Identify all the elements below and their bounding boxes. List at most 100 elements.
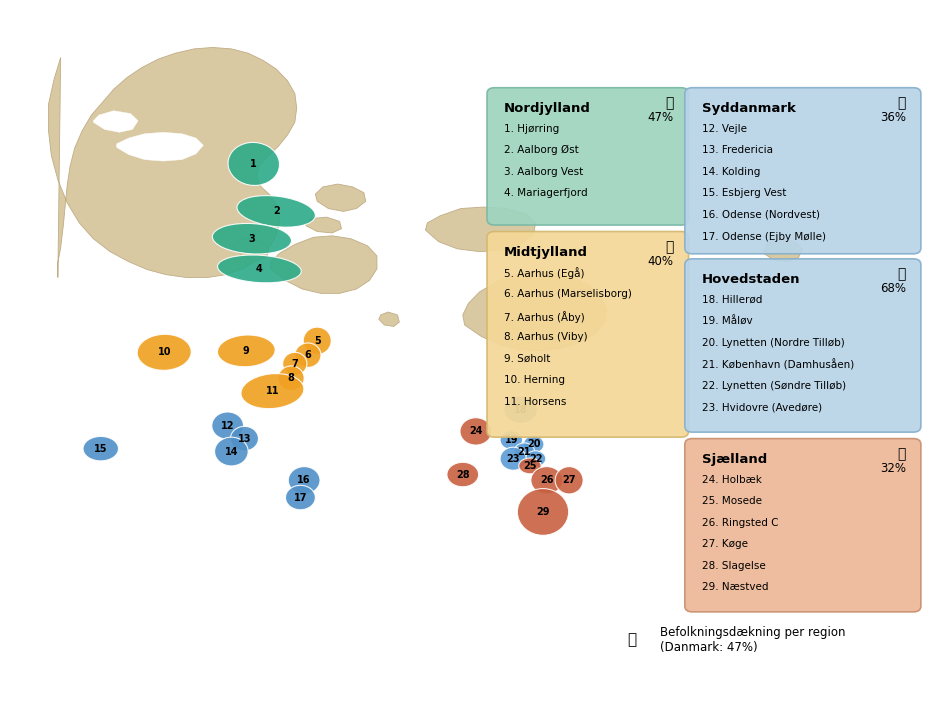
Ellipse shape (285, 485, 315, 510)
Ellipse shape (288, 467, 320, 494)
Text: 5: 5 (313, 336, 321, 346)
Ellipse shape (217, 255, 301, 283)
Text: 68%: 68% (880, 282, 906, 295)
Ellipse shape (213, 224, 291, 254)
Text: 5. Aarhus (Egå): 5. Aarhus (Egå) (504, 267, 584, 280)
Text: 27. Køge: 27. Køge (702, 539, 747, 549)
Text: Midtjylland: Midtjylland (504, 246, 588, 259)
Polygon shape (315, 184, 366, 211)
Ellipse shape (295, 343, 321, 367)
Ellipse shape (212, 412, 244, 439)
Ellipse shape (500, 447, 526, 470)
Text: 9: 9 (243, 346, 250, 356)
Text: 👥: 👥 (898, 96, 906, 110)
Ellipse shape (555, 467, 583, 494)
Text: 28: 28 (456, 470, 469, 480)
Ellipse shape (237, 196, 315, 227)
Text: 13: 13 (238, 434, 251, 444)
Text: 40%: 40% (648, 255, 674, 267)
Ellipse shape (504, 396, 537, 423)
Text: 18. Hillerød: 18. Hillerød (702, 295, 762, 305)
Text: 3. Aalborg Vest: 3. Aalborg Vest (504, 167, 583, 177)
Ellipse shape (215, 437, 248, 466)
Text: 20. Lynetten (Nordre Tilløb): 20. Lynetten (Nordre Tilløb) (702, 338, 844, 348)
Text: Befolkningsdækning per region
(Danmark: 47%): Befolkningsdækning per region (Danmark: … (660, 626, 845, 654)
Ellipse shape (460, 418, 492, 445)
Ellipse shape (217, 335, 275, 367)
Ellipse shape (83, 436, 118, 461)
Polygon shape (463, 272, 606, 351)
Text: 23. Hvidovre (Avedøre): 23. Hvidovre (Avedøre) (702, 403, 822, 413)
Text: 13. Fredericia: 13. Fredericia (702, 145, 773, 155)
Text: 7: 7 (291, 359, 299, 369)
FancyBboxPatch shape (685, 259, 921, 432)
Text: 15. Esbjerg Vest: 15. Esbjerg Vest (702, 188, 786, 198)
Text: 26: 26 (540, 475, 553, 485)
Ellipse shape (278, 366, 304, 390)
Ellipse shape (230, 426, 258, 451)
Text: Sjælland: Sjælland (702, 453, 767, 466)
Text: 36%: 36% (880, 111, 906, 124)
Text: 1. Hjørring: 1. Hjørring (504, 124, 559, 134)
Text: 28. Slagelse: 28. Slagelse (702, 561, 765, 571)
Ellipse shape (228, 142, 280, 186)
Text: 4. Mariagerfjord: 4. Mariagerfjord (504, 188, 588, 198)
Ellipse shape (525, 451, 546, 467)
Polygon shape (233, 239, 269, 260)
Polygon shape (271, 236, 377, 293)
Text: Nordjylland: Nordjylland (504, 102, 591, 115)
Text: 17: 17 (294, 493, 307, 503)
Text: 15: 15 (94, 444, 107, 454)
Text: 👥: 👥 (898, 447, 906, 461)
Text: 2: 2 (272, 206, 280, 216)
Text: 👥: 👥 (665, 96, 674, 110)
Text: 22. Lynetten (Søndre Tilløb): 22. Lynetten (Søndre Tilløb) (702, 381, 845, 391)
Text: 12. Vejle: 12. Vejle (702, 124, 746, 134)
Ellipse shape (531, 467, 563, 494)
Text: 21. København (Damhusåen): 21. København (Damhusåen) (702, 360, 854, 371)
Text: 47%: 47% (648, 111, 674, 124)
Text: 14: 14 (225, 446, 238, 457)
FancyBboxPatch shape (487, 88, 689, 225)
Ellipse shape (283, 352, 307, 375)
Text: 20: 20 (527, 439, 540, 449)
FancyBboxPatch shape (685, 439, 921, 612)
Text: 23: 23 (507, 454, 520, 464)
Text: 25: 25 (523, 461, 536, 471)
Text: 14. Kolding: 14. Kolding (702, 167, 760, 177)
Text: 22: 22 (529, 454, 542, 464)
Polygon shape (306, 217, 341, 233)
Text: 24. Holbæk: 24. Holbæk (702, 475, 761, 485)
Text: 11. Horsens: 11. Horsens (504, 397, 566, 407)
Ellipse shape (514, 443, 535, 460)
Ellipse shape (523, 436, 544, 453)
Polygon shape (93, 111, 138, 132)
Text: 18: 18 (514, 405, 527, 415)
Text: 8: 8 (287, 373, 295, 383)
Text: 👥: 👥 (665, 240, 674, 254)
Text: 19. Måløv: 19. Måløv (702, 316, 752, 326)
Polygon shape (49, 47, 297, 278)
Text: 16: 16 (298, 475, 311, 485)
Ellipse shape (303, 327, 331, 354)
Text: Syddanmark: Syddanmark (702, 102, 796, 115)
Text: 7. Aarhus (Åby): 7. Aarhus (Åby) (504, 311, 585, 323)
Polygon shape (425, 207, 536, 252)
Text: 26. Ringsted C: 26. Ringsted C (702, 518, 778, 528)
Text: 27: 27 (563, 475, 576, 485)
Text: 17. Odense (Ejby Mølle): 17. Odense (Ejby Mølle) (702, 232, 826, 242)
Polygon shape (379, 312, 399, 326)
Text: 4: 4 (256, 264, 263, 274)
Text: 1: 1 (250, 159, 258, 169)
Text: 16. Odense (Nordvest): 16. Odense (Nordvest) (702, 210, 819, 220)
Text: 👥: 👥 (627, 633, 636, 647)
Text: 29. Næstved: 29. Næstved (702, 582, 768, 592)
FancyBboxPatch shape (487, 232, 689, 437)
Text: 21: 21 (518, 446, 531, 457)
Polygon shape (763, 239, 802, 262)
Text: 👥: 👥 (898, 267, 906, 281)
Polygon shape (117, 132, 203, 161)
Text: 8. Aarhus (Viby): 8. Aarhus (Viby) (504, 332, 588, 342)
Text: 25. Mosede: 25. Mosede (702, 496, 761, 506)
Text: 9. Søholt: 9. Søholt (504, 354, 550, 364)
